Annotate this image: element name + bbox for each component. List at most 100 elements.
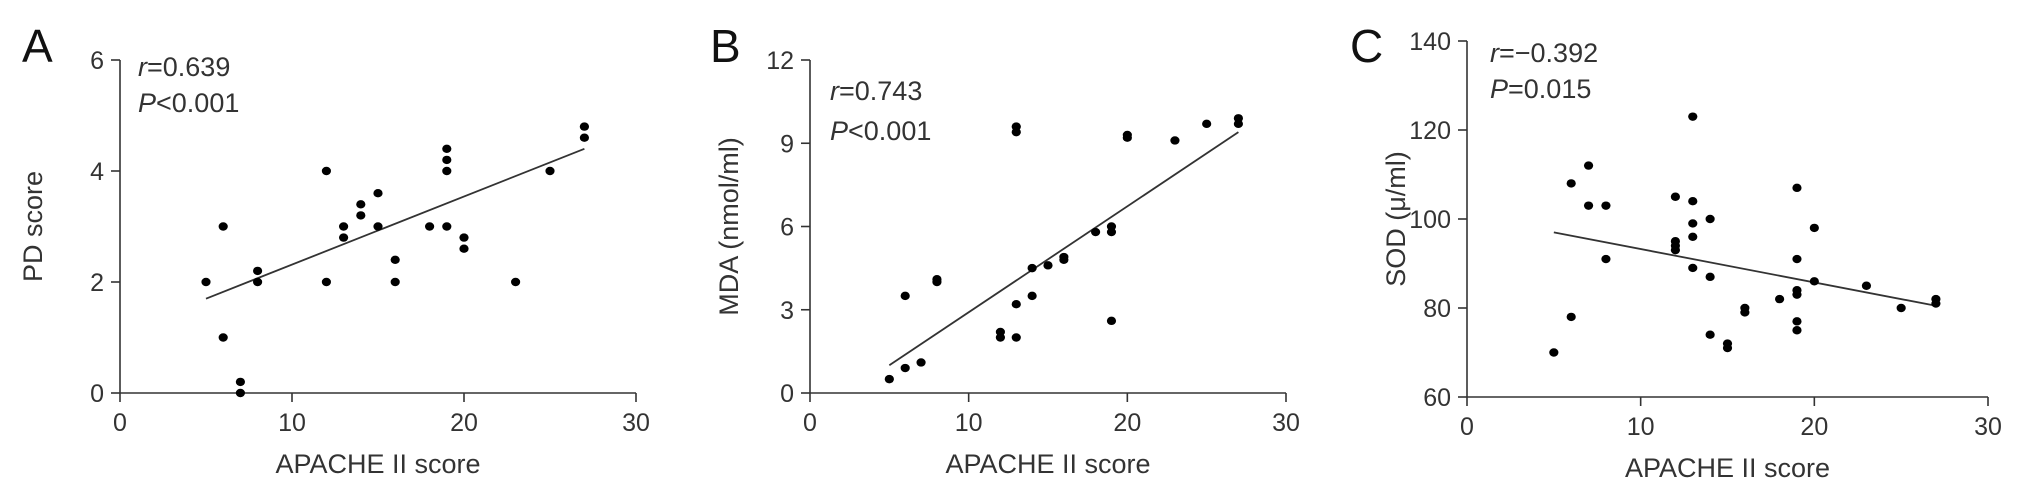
- data-point: [1740, 308, 1750, 317]
- p-symbol: P: [1490, 74, 1508, 104]
- data-point: [1792, 326, 1802, 335]
- data-point: [1670, 192, 1680, 201]
- chart-panel-a: A 0 2 4 6 0 10 20 30 APACHE II score PD score r=0.6…: [18, 20, 650, 479]
- data-point: [1566, 312, 1576, 322]
- x-tick-label: 20: [1113, 409, 1141, 437]
- y-axis-title: PD score: [18, 171, 48, 282]
- p-value-annotation: P=0.015: [1490, 74, 1591, 104]
- data-point: [1043, 261, 1053, 270]
- data-point: [356, 200, 366, 209]
- y-tick-label: 0: [780, 380, 794, 408]
- data-point: [1059, 255, 1069, 264]
- x-tick-label: 0: [803, 409, 817, 437]
- regression-line: [888, 131, 1239, 366]
- data-point: [253, 277, 263, 287]
- r-symbol: r: [830, 76, 840, 106]
- p-value-annotation: P<0.001: [138, 88, 239, 118]
- data-point: [356, 211, 366, 220]
- data-point: [373, 222, 383, 231]
- data-point: [545, 166, 555, 176]
- data-point: [253, 266, 263, 276]
- p-value: <0.001: [156, 88, 239, 118]
- x-tick-label: 0: [113, 409, 127, 437]
- y-tick-label: 6: [90, 47, 104, 75]
- data-point: [235, 388, 245, 398]
- chart-panel-b: B 0 3 6 9 12 0 10 20 30 APACHE II score MDA (nmol/m…: [710, 20, 1300, 479]
- y-tick-label: 9: [780, 130, 794, 158]
- data-point: [1091, 227, 1101, 237]
- data-point: [425, 222, 435, 231]
- data-point: [1202, 119, 1212, 129]
- y-tick-label: 0: [90, 380, 104, 408]
- data-point: [1566, 179, 1576, 188]
- y-tick-label: 6: [780, 214, 794, 242]
- data-point: [579, 133, 590, 142]
- data-point: [900, 363, 910, 373]
- regression-line: [1553, 231, 1937, 307]
- data-point: [373, 189, 383, 198]
- p-symbol: P: [830, 116, 848, 146]
- p-symbol: P: [138, 88, 156, 118]
- y-tick-label: 140: [1409, 28, 1451, 56]
- x-axis-title: APACHE II score: [1625, 453, 1830, 483]
- x-tick-label: 10: [1627, 413, 1655, 441]
- r-value: =0.743: [839, 76, 922, 106]
- data-point: [218, 222, 228, 231]
- correlation-annotation: r=0.639: [138, 52, 230, 82]
- y-tick-label: 80: [1423, 295, 1451, 323]
- y-tick-label: 3: [780, 297, 794, 325]
- data-point: [442, 166, 452, 176]
- data-point: [459, 244, 469, 253]
- p-value: <0.001: [848, 116, 931, 146]
- p-value: =0.015: [1508, 74, 1591, 104]
- panel-label: A: [22, 20, 53, 72]
- data-point: [1583, 161, 1594, 170]
- data-point: [390, 277, 400, 287]
- panel-label: B: [710, 20, 741, 72]
- x-tick-label: 20: [450, 409, 478, 437]
- data-point: [1688, 263, 1698, 273]
- data-point: [321, 277, 331, 287]
- data-point: [1106, 316, 1117, 326]
- data-point: [1792, 183, 1802, 193]
- data-point: [235, 377, 245, 387]
- data-point: [459, 233, 469, 242]
- data-point: [1931, 299, 1941, 308]
- data-point: [1027, 263, 1037, 273]
- correlation-annotation: r=−0.392: [1490, 38, 1598, 68]
- x-tick-label: 0: [1460, 413, 1474, 441]
- data-point: [218, 333, 228, 342]
- data-point: [1792, 317, 1802, 326]
- data-point: [1809, 223, 1819, 233]
- y-tick-label: 4: [90, 158, 104, 186]
- y-axis-title: MDA (nmol/ml): [714, 137, 744, 316]
- data-point: [579, 122, 590, 131]
- data-point: [916, 358, 926, 367]
- data-point: [1896, 303, 1906, 313]
- data-point: [1688, 219, 1698, 228]
- data-point: [1583, 201, 1594, 210]
- y-tick-label: 60: [1423, 384, 1451, 412]
- x-tick-label: 30: [1272, 409, 1300, 437]
- x-tick-label: 10: [278, 409, 306, 437]
- y-tick-label: 2: [90, 269, 104, 297]
- data-point: [339, 233, 349, 242]
- y-tick-label: 100: [1409, 206, 1451, 234]
- data-point: [1106, 227, 1117, 237]
- data-point: [1705, 330, 1715, 339]
- data-point: [995, 333, 1006, 342]
- data-point: [1027, 291, 1037, 301]
- p-value-annotation: P<0.001: [830, 116, 931, 146]
- data-point: [1722, 343, 1733, 353]
- y-tick-label: 120: [1409, 117, 1451, 145]
- x-tick-label: 30: [622, 409, 650, 437]
- data-point: [1705, 272, 1715, 282]
- data-point: [1688, 112, 1698, 121]
- y-tick-label: 12: [766, 47, 794, 75]
- data-point: [1688, 232, 1698, 241]
- data-point: [1601, 254, 1611, 264]
- data-point: [201, 277, 211, 287]
- r-value: =0.639: [147, 52, 230, 82]
- data-point: [390, 255, 400, 264]
